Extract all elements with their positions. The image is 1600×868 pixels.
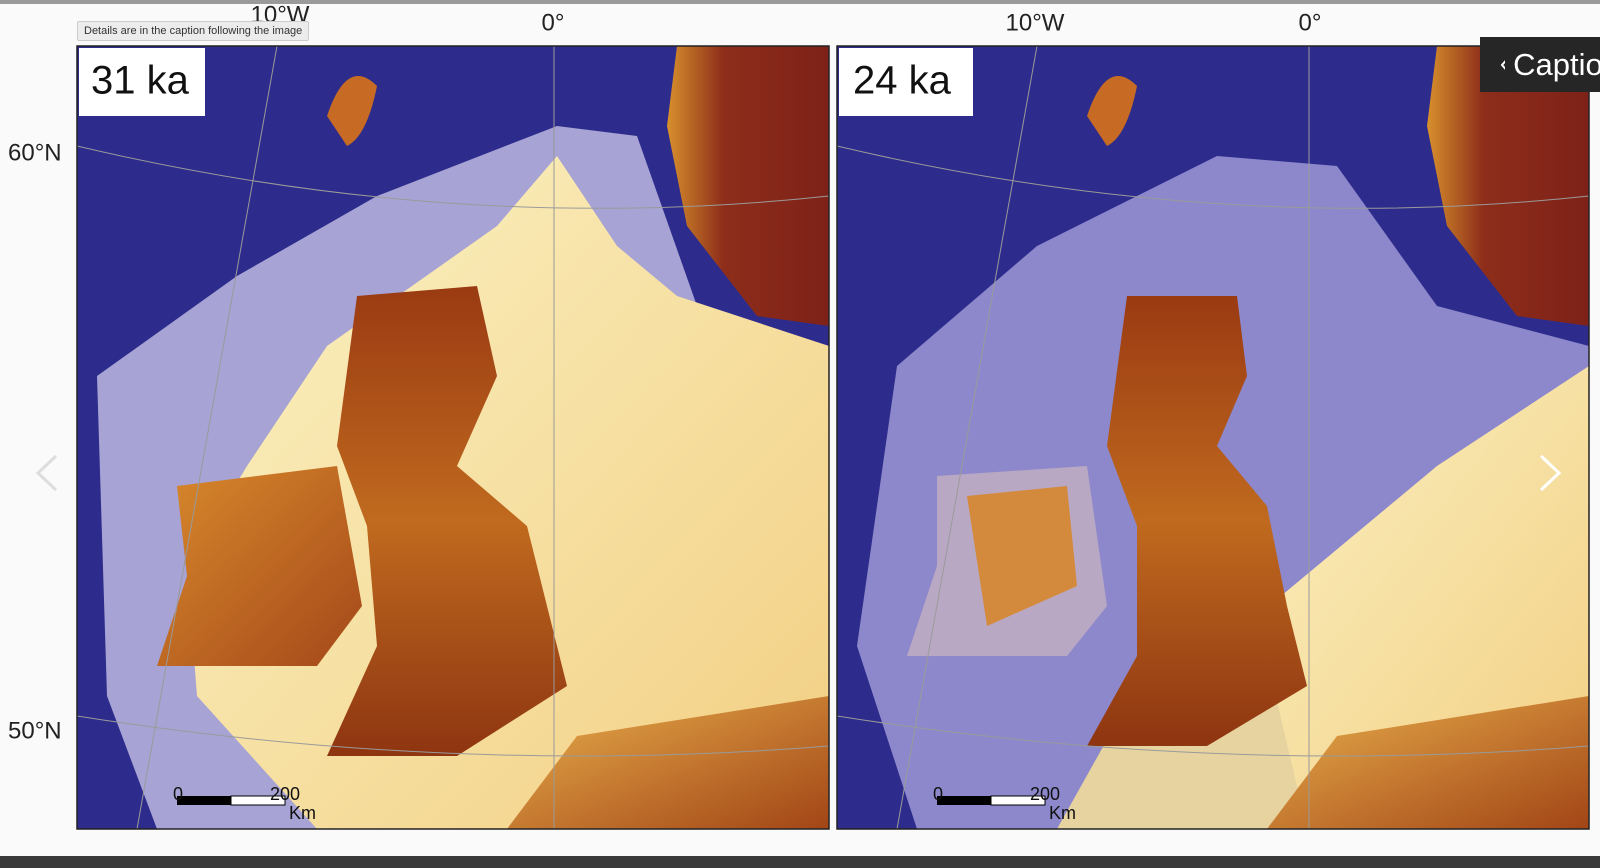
top-border (0, 0, 1600, 4)
scale-unit: Km (289, 803, 316, 823)
lon-label: 0° (1299, 9, 1322, 36)
tooltip: Details are in the caption following the… (77, 21, 310, 41)
panel-label: 31 ka (91, 59, 190, 103)
caption-button[interactable]: Caption (1480, 37, 1600, 92)
panel-label: 24 ka (853, 59, 952, 103)
scale-tick: 200 (1030, 784, 1060, 804)
scale-tick: 0 (933, 784, 943, 804)
prev-arrow[interactable] (35, 454, 58, 492)
chevron-icon (1500, 59, 1506, 70)
lat-label: 50°N (8, 717, 62, 744)
caption-button-label: Caption (1513, 46, 1600, 82)
bottom-strip (0, 856, 1600, 868)
map-panel: 31 ka 0 200 Km (76, 45, 830, 830)
scale-unit: Km (1049, 803, 1076, 823)
next-arrow[interactable] (1539, 454, 1562, 492)
lon-label: 10°W (1006, 9, 1065, 36)
lat-label: 60°N (8, 139, 62, 166)
scale-tick: 200 (270, 784, 300, 804)
scale-tick: 0 (173, 784, 183, 804)
map-panel: 24 ka 0 200 Km (836, 45, 1590, 830)
lon-label: 0° (542, 9, 565, 36)
